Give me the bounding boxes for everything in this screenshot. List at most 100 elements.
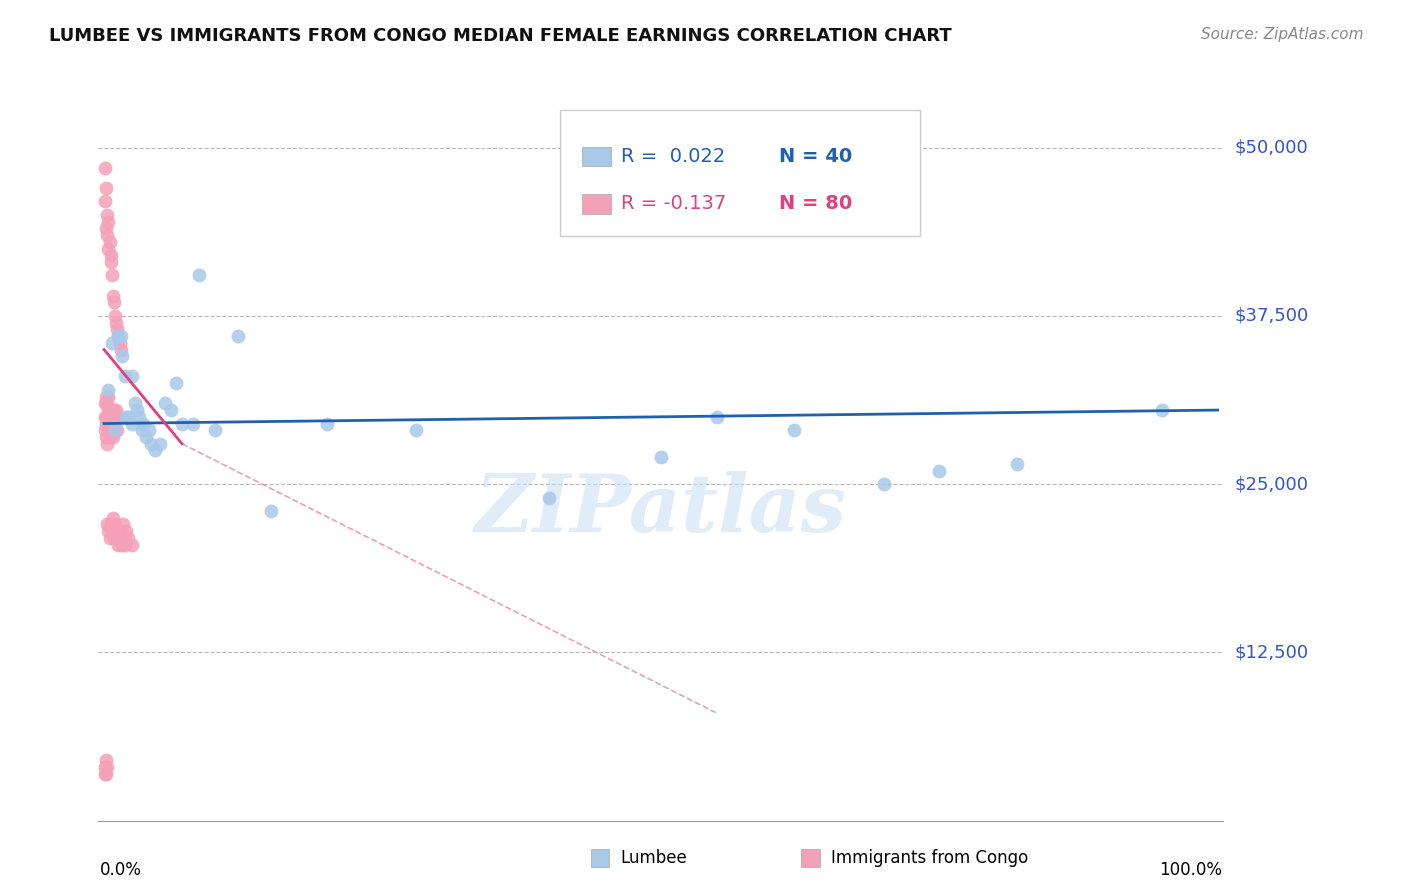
Text: R =  0.022: R = 0.022 <box>621 146 725 166</box>
Point <box>103 417 125 431</box>
Point <box>97 390 120 404</box>
Point <box>96 409 118 424</box>
Point <box>96 430 118 444</box>
Point <box>110 343 132 357</box>
Point <box>96 208 118 222</box>
Text: 100.0%: 100.0% <box>1159 862 1222 880</box>
Point <box>101 430 124 444</box>
Point <box>96 390 118 404</box>
Point <box>94 161 117 175</box>
Point <box>96 228 118 243</box>
Point <box>98 430 121 444</box>
Point <box>108 335 131 350</box>
Text: N = 40: N = 40 <box>779 146 852 166</box>
Point <box>112 531 135 545</box>
Point <box>101 335 124 350</box>
Point <box>114 538 136 552</box>
Point <box>111 538 134 552</box>
Text: Source: ZipAtlas.com: Source: ZipAtlas.com <box>1201 27 1364 42</box>
Point <box>96 436 118 450</box>
Point <box>405 423 427 437</box>
Point <box>111 517 134 532</box>
Bar <box>591 849 609 867</box>
Point <box>96 221 118 235</box>
Point <box>108 524 131 539</box>
Point <box>159 403 181 417</box>
Point <box>100 517 122 532</box>
Point <box>97 242 120 256</box>
Point <box>107 409 129 424</box>
FancyBboxPatch shape <box>582 194 612 213</box>
Point <box>94 760 117 774</box>
Point <box>104 423 127 437</box>
Point <box>115 524 138 539</box>
Point <box>187 268 209 283</box>
Point <box>107 329 129 343</box>
Point <box>100 423 122 437</box>
Point <box>110 329 132 343</box>
Point <box>149 436 172 450</box>
Point <box>98 417 121 431</box>
Point <box>121 538 143 552</box>
Point <box>165 376 187 391</box>
Point <box>1150 403 1173 417</box>
Point <box>135 430 157 444</box>
Point <box>100 248 122 262</box>
Point <box>783 423 806 437</box>
Point <box>97 423 120 437</box>
Point <box>101 417 124 431</box>
Text: $37,500: $37,500 <box>1234 307 1309 325</box>
Point <box>101 288 124 302</box>
Point <box>94 194 117 209</box>
Point <box>96 517 118 532</box>
Text: $12,500: $12,500 <box>1234 643 1309 661</box>
Point <box>117 531 139 545</box>
Point <box>121 417 143 431</box>
Point <box>98 409 121 424</box>
Point <box>97 214 120 228</box>
Point <box>97 383 120 397</box>
Point <box>103 531 125 545</box>
Point <box>143 443 166 458</box>
Point <box>117 409 139 424</box>
Text: Lumbee: Lumbee <box>620 849 686 867</box>
Point <box>226 329 249 343</box>
Point <box>94 409 117 424</box>
Point <box>98 235 121 249</box>
FancyBboxPatch shape <box>560 110 920 235</box>
Bar <box>801 849 820 867</box>
Point <box>115 409 138 424</box>
Point <box>107 329 129 343</box>
Point <box>928 464 950 478</box>
Point <box>94 423 117 437</box>
Point <box>138 423 160 437</box>
Point <box>104 423 127 437</box>
Point <box>103 295 125 310</box>
Point <box>96 181 118 195</box>
Point <box>121 369 143 384</box>
Point <box>97 524 120 539</box>
Point <box>96 766 118 780</box>
Point <box>538 491 561 505</box>
FancyBboxPatch shape <box>582 146 612 166</box>
Point <box>204 423 226 437</box>
Point <box>260 504 283 518</box>
Point <box>105 403 128 417</box>
Point <box>103 403 125 417</box>
Point <box>96 417 118 431</box>
Point <box>872 477 894 491</box>
Point <box>96 760 118 774</box>
Point <box>98 531 121 545</box>
Text: R = -0.137: R = -0.137 <box>621 194 727 213</box>
Text: ZIPatlas: ZIPatlas <box>475 471 846 549</box>
Point <box>101 409 124 424</box>
Text: Immigrants from Congo: Immigrants from Congo <box>831 849 1028 867</box>
Point <box>127 403 149 417</box>
Text: N = 80: N = 80 <box>779 194 852 213</box>
Point <box>132 417 155 431</box>
Point <box>104 409 127 424</box>
Point <box>128 409 150 424</box>
Point <box>124 396 146 410</box>
Point <box>105 322 128 336</box>
Point <box>706 409 728 424</box>
